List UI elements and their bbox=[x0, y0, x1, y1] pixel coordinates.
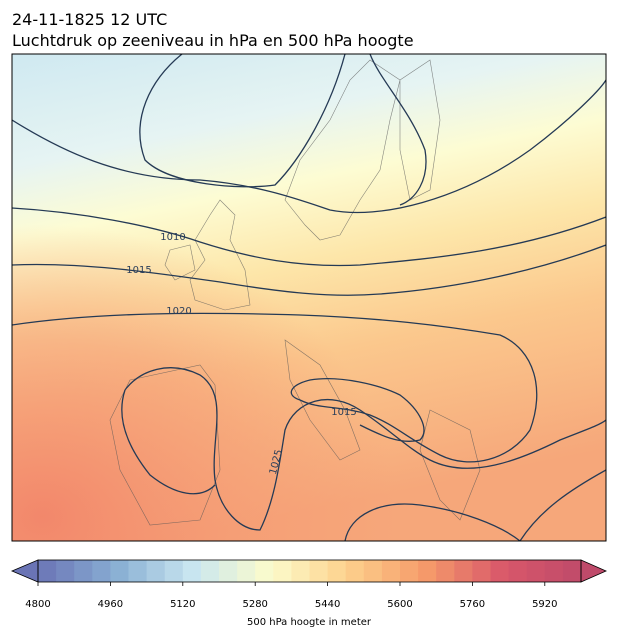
colorbar-tick-label: 5120 bbox=[170, 599, 195, 610]
isobar-label: 1015 bbox=[331, 407, 356, 418]
colorbar-tick-label: 4960 bbox=[98, 599, 123, 610]
colorbar-segment bbox=[526, 560, 546, 582]
colorbar-segment bbox=[291, 560, 310, 582]
colorbar-segment bbox=[508, 560, 528, 582]
colorbar-segment bbox=[400, 560, 419, 582]
colorbar-segment bbox=[110, 560, 129, 582]
colorbar-segment bbox=[92, 560, 111, 582]
colorbar-segment bbox=[544, 560, 564, 582]
colorbar-segment bbox=[363, 560, 383, 582]
colorbar-segment bbox=[219, 560, 238, 582]
colorbar-segment bbox=[454, 560, 473, 582]
isobar bbox=[12, 244, 606, 296]
isobar-label: 1015 bbox=[126, 265, 151, 276]
colorbar-segment bbox=[327, 560, 347, 582]
colorbar-tick-label: 5280 bbox=[242, 599, 267, 610]
isobar bbox=[121, 389, 216, 495]
colorbar-extension bbox=[580, 559, 607, 583]
isobar bbox=[124, 367, 606, 531]
colorbar-segment bbox=[56, 560, 75, 582]
colorbar-segment bbox=[237, 560, 256, 582]
colorbar-tick-label: 5920 bbox=[532, 599, 557, 610]
isobar bbox=[519, 469, 606, 541]
colorbar-segment bbox=[436, 560, 455, 582]
colorbar-segment bbox=[38, 560, 57, 582]
colorbar-segment bbox=[200, 560, 220, 582]
map-frame bbox=[11, 53, 607, 542]
colorbar-tick-label: 5440 bbox=[315, 599, 340, 610]
colorbar-tick-label: 5600 bbox=[387, 599, 412, 610]
colorbar-segment bbox=[74, 560, 93, 582]
isobar bbox=[344, 503, 521, 541]
colorbar-segment bbox=[345, 560, 365, 582]
colorbar-tick-label: 4800 bbox=[25, 599, 50, 610]
subtitle: Luchtdruk op zeeniveau in hPa en 500 hPa… bbox=[12, 31, 414, 50]
colorbar-segment bbox=[128, 560, 148, 582]
isobar bbox=[12, 79, 606, 214]
colorbar-segment bbox=[182, 560, 202, 582]
colorbar-tick-label: 5760 bbox=[460, 599, 485, 610]
colorbar-segment bbox=[309, 560, 329, 582]
colorbar-segment bbox=[146, 560, 166, 582]
colorbar-segment bbox=[164, 560, 184, 582]
colorbar-frame bbox=[37, 559, 582, 583]
colorbar-segment bbox=[255, 560, 274, 582]
map: 1010 1015 1020 1015 1025 bbox=[12, 54, 606, 541]
isobar bbox=[369, 54, 427, 206]
colorbar-segment bbox=[490, 560, 510, 582]
isobar-label: 1020 bbox=[166, 306, 191, 317]
colorbar-segment bbox=[472, 560, 491, 582]
isobar bbox=[12, 312, 538, 463]
colorbar-extension bbox=[10, 559, 39, 583]
colorbar-segment bbox=[562, 560, 582, 582]
colorbar-segment bbox=[418, 560, 437, 582]
colorbar-segment bbox=[273, 560, 292, 582]
title: 24-11-1825 12 UTC bbox=[12, 10, 167, 29]
coastline bbox=[109, 59, 481, 526]
isobar-label: 1010 bbox=[160, 232, 185, 243]
isobar bbox=[12, 207, 606, 267]
map-warm-area bbox=[12, 54, 606, 541]
colorbar-segment bbox=[381, 560, 401, 582]
colorbar-label: 500 hPa hoogte in meter bbox=[247, 617, 372, 628]
colorbar: 4800 4960 5120 5280 5440 5600 5760 5920 bbox=[10, 559, 607, 610]
isobar bbox=[139, 54, 346, 188]
